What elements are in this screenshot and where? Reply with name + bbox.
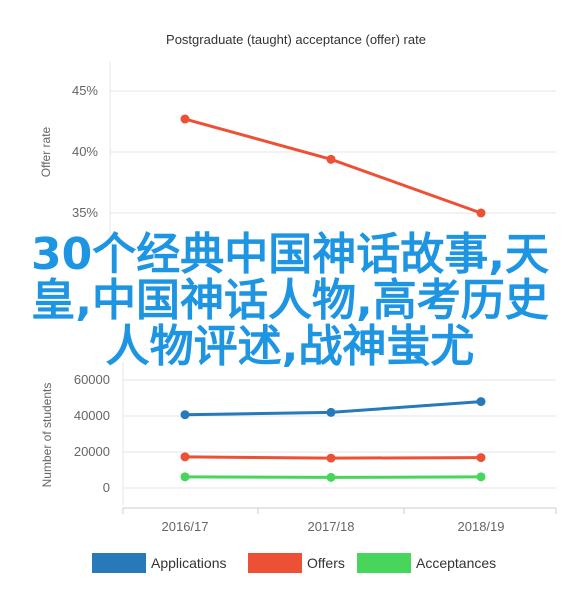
data-point [476, 453, 486, 463]
data-point [180, 114, 190, 124]
legend-swatch [248, 553, 302, 573]
series-line [184, 117, 482, 215]
overlay-headline: 30个经典中国神话故事,天 皇,中国神话人物,高考历史 人物评述,战神蚩尤 [0, 232, 580, 370]
legend-label: Applications [151, 555, 227, 571]
grid-lines [109, 62, 556, 243]
x-tick-label: 2018/19 [458, 519, 505, 534]
y-tick-label: 45% [72, 83, 98, 98]
overlay-line: 30个经典中国神话故事,天 [31, 229, 549, 280]
data-point [476, 397, 486, 407]
overlay-line: 皇,中国神话人物,高考历史 [31, 275, 549, 326]
data-point [180, 452, 190, 462]
x-tick-label: 2016/17 [162, 519, 209, 534]
data-point [476, 472, 486, 482]
data-point [180, 410, 190, 420]
y-tick-label: 20000 [74, 444, 110, 459]
y-tick-label: 40000 [74, 408, 110, 423]
y-tick-labels-students: 0 20000 40000 60000 [74, 372, 110, 495]
data-point [326, 472, 336, 482]
x-tick-label: 2017/18 [308, 519, 355, 534]
y-axis-label: Offer rate [39, 126, 53, 177]
data-point [326, 407, 336, 417]
legend-label: Offers [307, 555, 345, 571]
data-point [326, 154, 336, 164]
grid-lines-students [122, 362, 556, 505]
y-tick-label: 35% [72, 205, 98, 220]
chart-title: Postgraduate (taught) acceptance (offer)… [166, 32, 426, 47]
data-point [180, 472, 190, 482]
legend-swatch [357, 553, 411, 573]
overlay-line: 人物评述,战神蚩尤 [105, 321, 475, 372]
y-tick-label: 40% [72, 144, 98, 159]
legend: Applications Offers Acceptances [92, 553, 496, 573]
legend-label: Acceptances [416, 555, 496, 571]
legend-swatch [92, 553, 146, 573]
x-axis: 2016/17 2017/18 2018/19 [122, 507, 557, 534]
y-tick-label: 0 [103, 480, 110, 495]
y-tick-labels: 35% 40% 45% [72, 83, 98, 220]
y-tick-label: 60000 [74, 372, 110, 387]
series-group [180, 114, 486, 218]
data-point [476, 208, 486, 218]
data-point [326, 453, 336, 463]
series-group-students [180, 397, 486, 482]
y-axis-label-students: Number of students [40, 383, 54, 488]
